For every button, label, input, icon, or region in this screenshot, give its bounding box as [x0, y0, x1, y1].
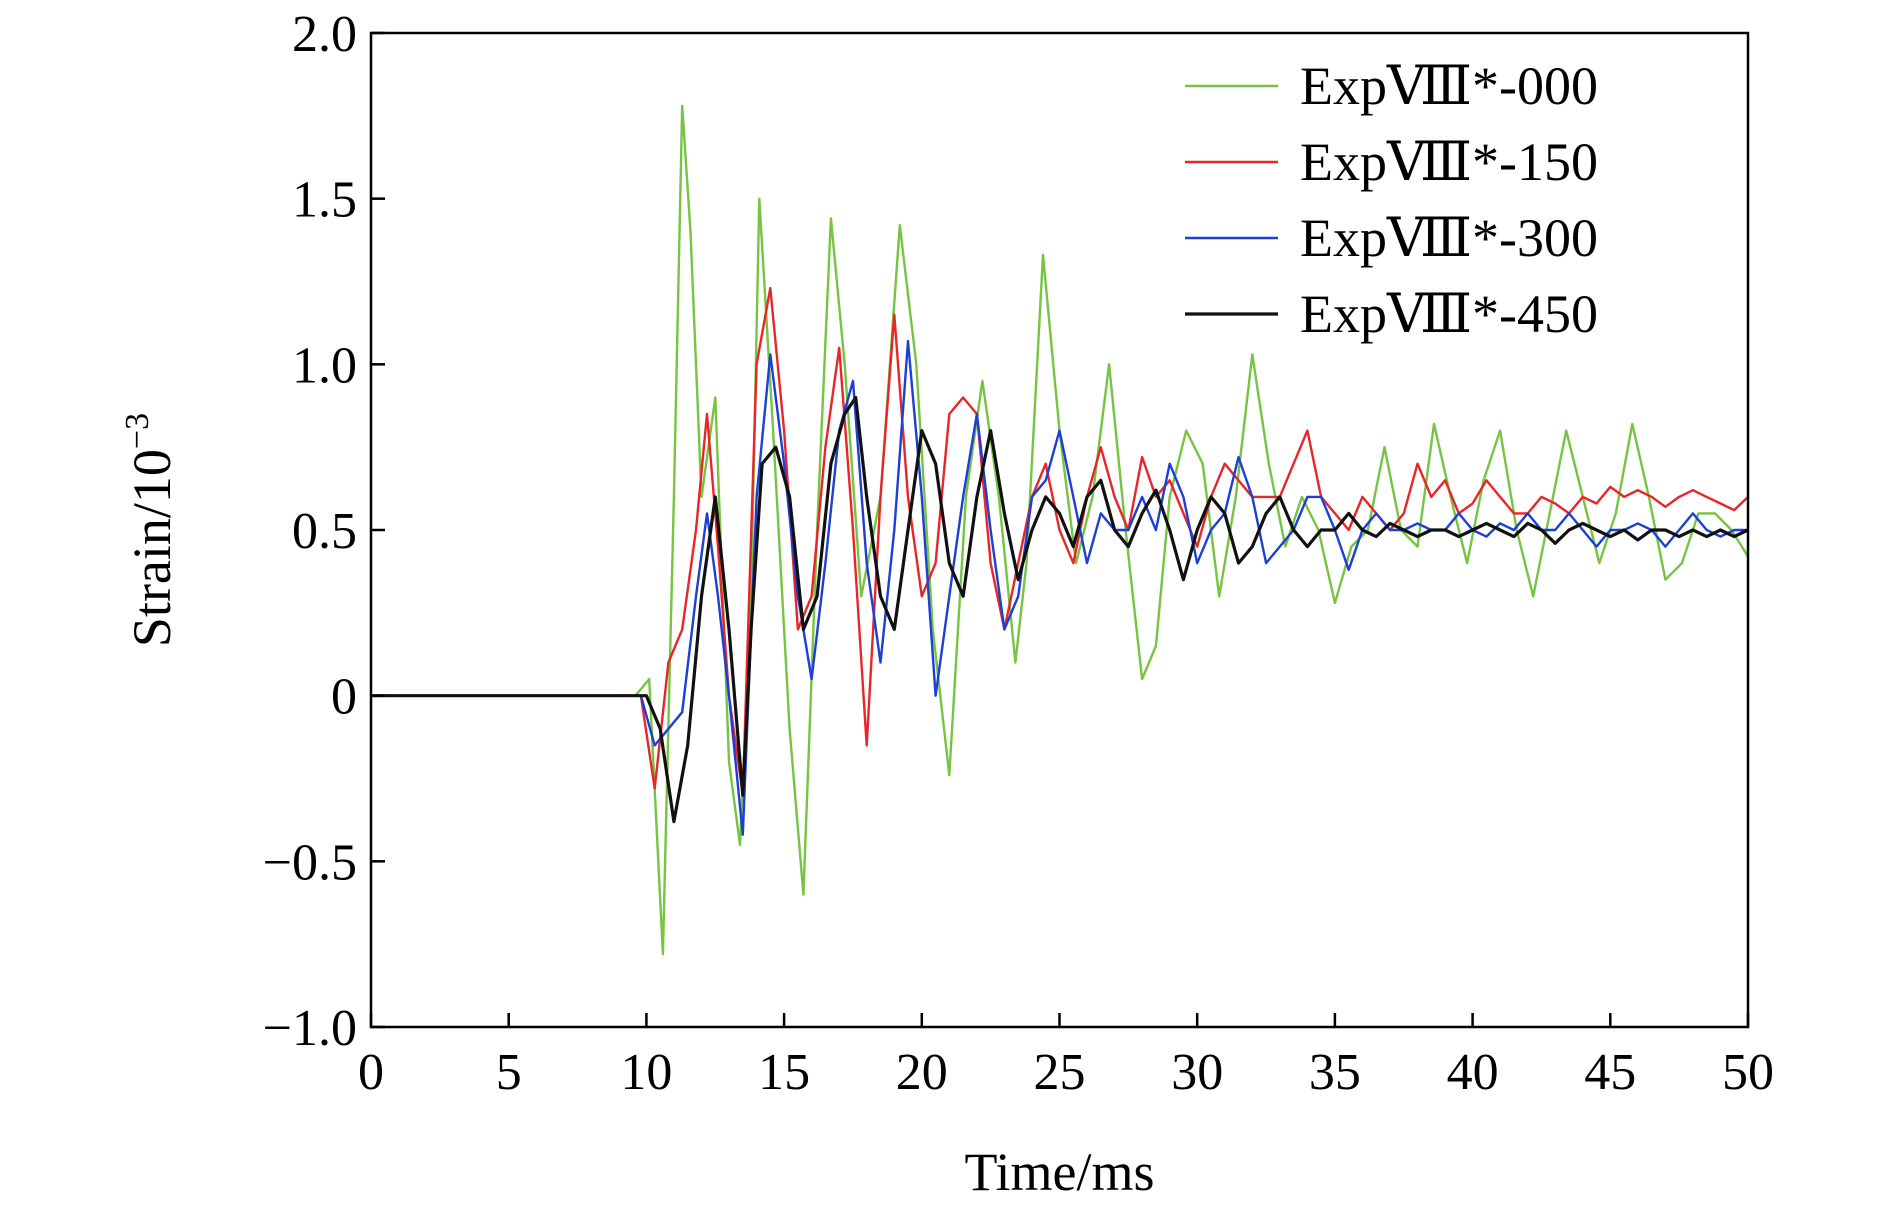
legend-label-3: ExpⅧ*-450 — [1300, 284, 1598, 344]
legend-label-2: ExpⅧ*-300 — [1300, 208, 1598, 268]
y-tick-label: −1.0 — [263, 1000, 357, 1057]
y-axis-label-exponent: −3 — [119, 413, 156, 449]
x-tick-label: 15 — [758, 1044, 810, 1101]
x-tick-label: 40 — [1447, 1044, 1499, 1101]
x-tick-label: 35 — [1309, 1044, 1361, 1101]
y-tick-label: 2.0 — [292, 6, 357, 63]
series-layer — [371, 104, 1750, 956]
series-line-3 — [371, 395, 1749, 824]
y-tick-label: 1.5 — [292, 172, 357, 229]
x-tick-label: 5 — [496, 1044, 522, 1101]
x-tick-label: 20 — [896, 1044, 948, 1101]
legend-label-0: ExpⅧ*-000 — [1300, 56, 1598, 116]
series-line-2 — [371, 339, 1748, 836]
x-tick-label: 10 — [620, 1044, 672, 1101]
ticks-layer: 0 5 10 15 20 25 30 35 40 45 50 −1.0 −0.5 0 0.5 1.0 1.5 2.… — [263, 6, 1774, 1101]
y-tick-label: 1.0 — [292, 337, 357, 394]
series-line-0 — [371, 104, 1750, 956]
x-tick-label: 0 — [358, 1044, 384, 1101]
x-tick-label: 50 — [1722, 1044, 1774, 1101]
x-tick-label: 30 — [1171, 1044, 1223, 1101]
y-tick-label: 0.5 — [292, 503, 357, 560]
y-tick-label: 0 — [331, 669, 357, 726]
x-tick-label: 45 — [1584, 1044, 1636, 1101]
x-axis-label: Time/ms — [964, 1142, 1154, 1202]
legend-label-1: ExpⅧ*-150 — [1300, 132, 1598, 192]
y-axis-label-base: Strain/10 — [122, 449, 182, 647]
x-tick-label: 25 — [1034, 1044, 1086, 1101]
series-line-1 — [371, 286, 1749, 797]
y-tick-label: −0.5 — [263, 834, 357, 891]
y-axis-label: Strain/10−3 — [119, 413, 182, 647]
legend: ExpⅧ*-000 ExpⅧ*-150 ExpⅧ*-300 ExpⅧ*-450 — [1185, 56, 1598, 344]
